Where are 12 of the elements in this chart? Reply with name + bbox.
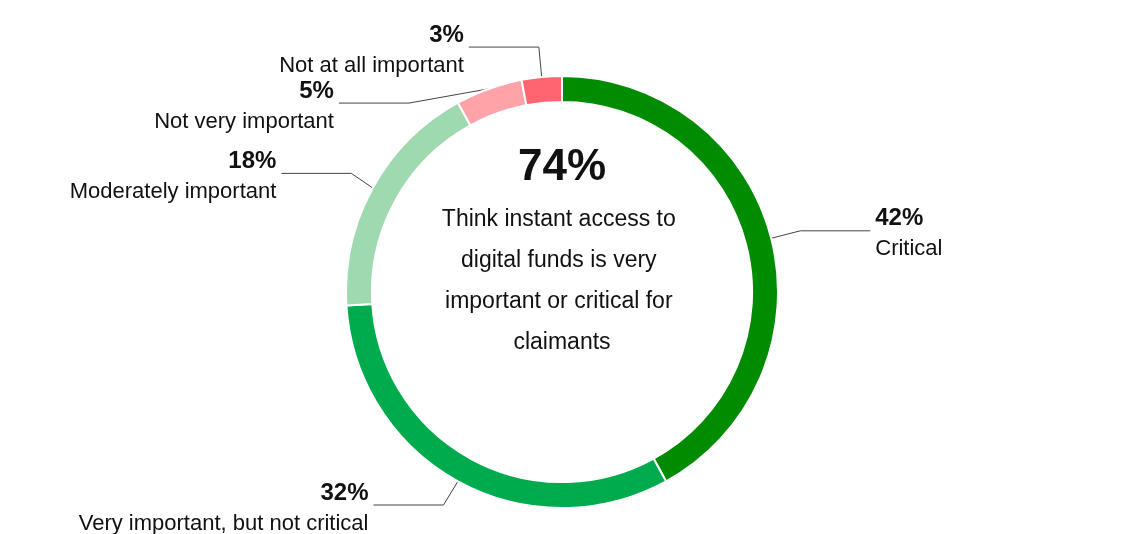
slice-label: Not very important <box>154 107 334 133</box>
text: Think instant access to digital funds is very important or critical for claimants <box>441 204 683 354</box>
data-label: 5% <box>299 75 334 103</box>
slice-label: Critical <box>875 235 943 261</box>
data-label: 42% <box>875 203 924 231</box>
text: 74% <box>517 139 607 189</box>
data-label: 18% <box>228 145 277 173</box>
slice-label: Moderately important <box>69 177 277 203</box>
data-label: 32% <box>320 477 369 505</box>
slice-label: Not at all important <box>279 51 464 77</box>
data-label: 3% <box>429 19 464 47</box>
slice-label: Very important, but not critical <box>78 509 369 534</box>
